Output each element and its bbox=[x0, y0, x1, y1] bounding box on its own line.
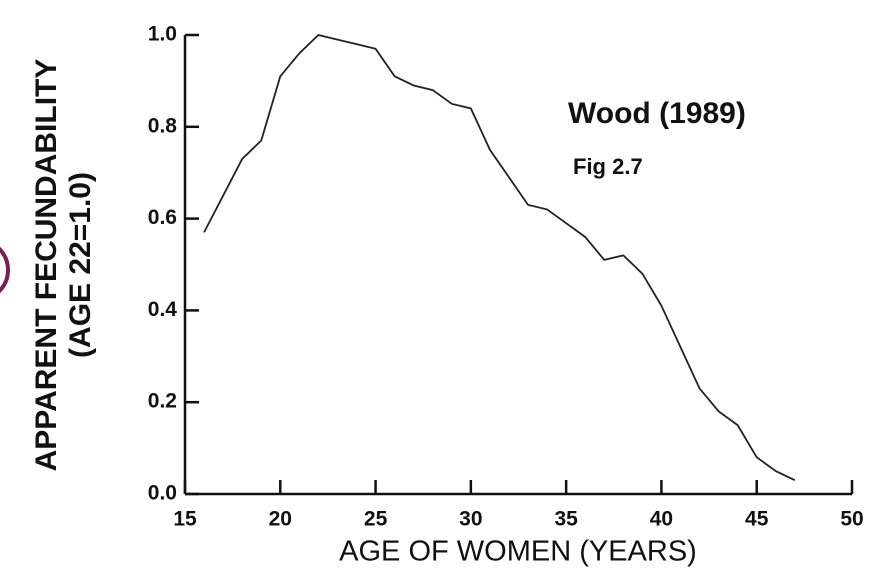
y-tick-label: 0.8 bbox=[148, 114, 178, 137]
x-tick-label: 30 bbox=[459, 508, 482, 531]
line bbox=[203, 34, 796, 482]
x-tick-label: 20 bbox=[269, 508, 292, 531]
x-axis-label: AGE OF WOMEN (YEARS) bbox=[339, 536, 697, 568]
x-tick-label: 50 bbox=[840, 508, 863, 531]
y-tick-label: 0.0 bbox=[148, 482, 177, 505]
y-tick-label: 1.0 bbox=[148, 23, 177, 46]
y-tick-label: 0.6 bbox=[148, 206, 177, 229]
x-tick-label: 35 bbox=[554, 508, 578, 531]
decoration bbox=[0, 246, 10, 294]
y-axis-label: APPARENT FECUNDABILITY bbox=[30, 59, 63, 472]
y-axis-label: (AGE 22=1.0) bbox=[64, 172, 97, 358]
x-tick-label: 25 bbox=[364, 508, 388, 531]
y-tick-label: 0.4 bbox=[148, 298, 178, 321]
x-tick-label: 15 bbox=[173, 508, 197, 531]
x-tick-label: 40 bbox=[650, 508, 673, 531]
x-tick-label: 45 bbox=[745, 508, 769, 531]
annotation: Fig 2.7 bbox=[573, 154, 643, 179]
annotation: Wood (1989) bbox=[568, 97, 746, 130]
y-tick-label: 0.2 bbox=[148, 390, 177, 413]
